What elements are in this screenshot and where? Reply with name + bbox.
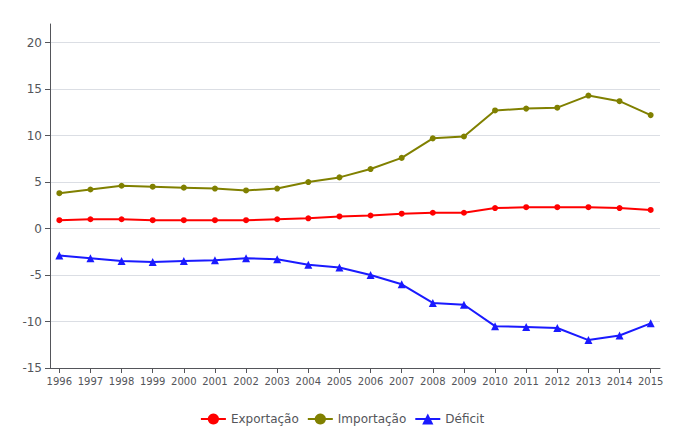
svg-text:2000: 2000 (171, 376, 196, 387)
svg-text:2013: 2013 (576, 376, 601, 387)
svg-text:2005: 2005 (327, 376, 352, 387)
svg-text:1999: 1999 (140, 376, 165, 387)
svg-text:2004: 2004 (296, 376, 321, 387)
svg-text:2006: 2006 (358, 376, 383, 387)
svg-text:-15: -15 (22, 361, 42, 375)
svg-text:2002: 2002 (233, 376, 258, 387)
svg-text:Importação: Importação (338, 412, 406, 426)
svg-text:2007: 2007 (389, 376, 414, 387)
svg-text:2008: 2008 (420, 376, 445, 387)
svg-text:2009: 2009 (451, 376, 476, 387)
svg-text:2011: 2011 (513, 376, 538, 387)
svg-text:Déficit: Déficit (445, 412, 484, 426)
svg-text:2003: 2003 (264, 376, 289, 387)
svg-text:-5: -5 (30, 268, 42, 282)
svg-text:Exportação: Exportação (231, 412, 299, 426)
svg-text:2012: 2012 (545, 376, 570, 387)
svg-text:15: 15 (27, 82, 42, 96)
svg-text:1998: 1998 (109, 376, 134, 387)
svg-text:1997: 1997 (78, 376, 103, 387)
svg-text:2015: 2015 (638, 376, 663, 387)
svg-text:-10: -10 (22, 315, 42, 329)
svg-text:20: 20 (27, 36, 42, 50)
svg-text:5: 5 (34, 175, 42, 189)
svg-text:2001: 2001 (202, 376, 227, 387)
svg-text:2010: 2010 (482, 376, 507, 387)
svg-text:0: 0 (34, 222, 42, 236)
svg-text:10: 10 (27, 129, 42, 143)
svg-text:1996: 1996 (47, 376, 72, 387)
svg-text:2014: 2014 (607, 376, 632, 387)
